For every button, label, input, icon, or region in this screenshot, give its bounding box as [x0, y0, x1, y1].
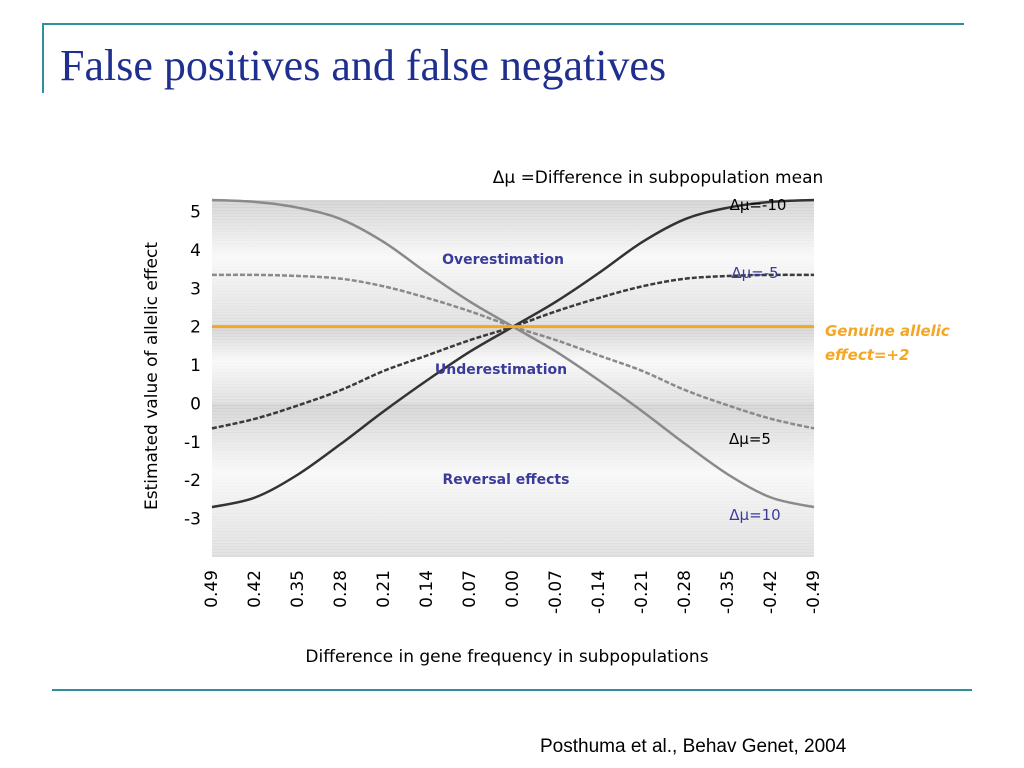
y-tick-label: 5	[190, 203, 201, 223]
x-tick-label: -0.35	[718, 570, 738, 614]
x-tick-label: 0.28	[331, 570, 351, 608]
top-rule	[42, 23, 964, 25]
reference-label-line1: Genuine allelic	[825, 322, 950, 340]
y-tick-label: -1	[184, 433, 201, 453]
y-tick-label: 2	[190, 318, 201, 338]
y-tick-label: -3	[184, 510, 201, 530]
citation: Posthuma et al., Behav Genet, 2004	[540, 736, 847, 757]
x-axis-title: Difference in gene frequency in subpopul…	[305, 647, 708, 667]
region-band-0	[212, 200, 814, 327]
y-tick-label: 3	[190, 279, 201, 299]
x-tick-label: 0.35	[288, 570, 308, 608]
region-band-2	[212, 403, 814, 557]
region-label-0: Overestimation	[442, 252, 564, 268]
x-tick-label: -0.07	[546, 570, 566, 614]
x-tick-label: 0.07	[460, 570, 480, 608]
y-axis-title: Estimated value of allelic effect	[142, 242, 162, 510]
region-label-1: Underestimation	[435, 362, 567, 378]
series-label-3: Δμ=10	[729, 506, 780, 524]
slide-title: False positives and false negatives	[60, 41, 667, 90]
x-tick-label: 0.21	[374, 570, 394, 608]
y-tick-label: 0	[190, 394, 201, 414]
region-band-1	[212, 326, 814, 404]
bottom-rule	[52, 689, 972, 691]
y-tick-label: -2	[184, 471, 201, 491]
chart-title: Δμ =Difference in subpopulation mean	[493, 168, 824, 188]
y-tick-label: 4	[190, 241, 201, 261]
series-label-2: Δμ=5	[729, 430, 771, 448]
x-tick-label: -0.28	[675, 570, 695, 614]
x-tick-label: 0.42	[245, 570, 265, 608]
series-label-1: Δμ=-5	[731, 264, 778, 282]
x-tick-label: 0.49	[202, 570, 222, 608]
x-tick-label: -0.49	[804, 570, 824, 614]
x-tick-label: -0.14	[589, 570, 609, 614]
x-tick-label: 0.14	[417, 570, 437, 608]
title-accent-bar	[42, 23, 44, 93]
x-tick-label: 0.00	[503, 570, 523, 608]
region-label-2: Reversal effects	[443, 472, 570, 488]
x-tick-label: -0.42	[761, 570, 781, 614]
x-tick-label: -0.21	[632, 570, 652, 614]
reference-label-line2: effect=+2	[825, 346, 909, 364]
series-label-0: Δμ=-10	[730, 196, 787, 214]
y-tick-label: 1	[190, 356, 201, 376]
